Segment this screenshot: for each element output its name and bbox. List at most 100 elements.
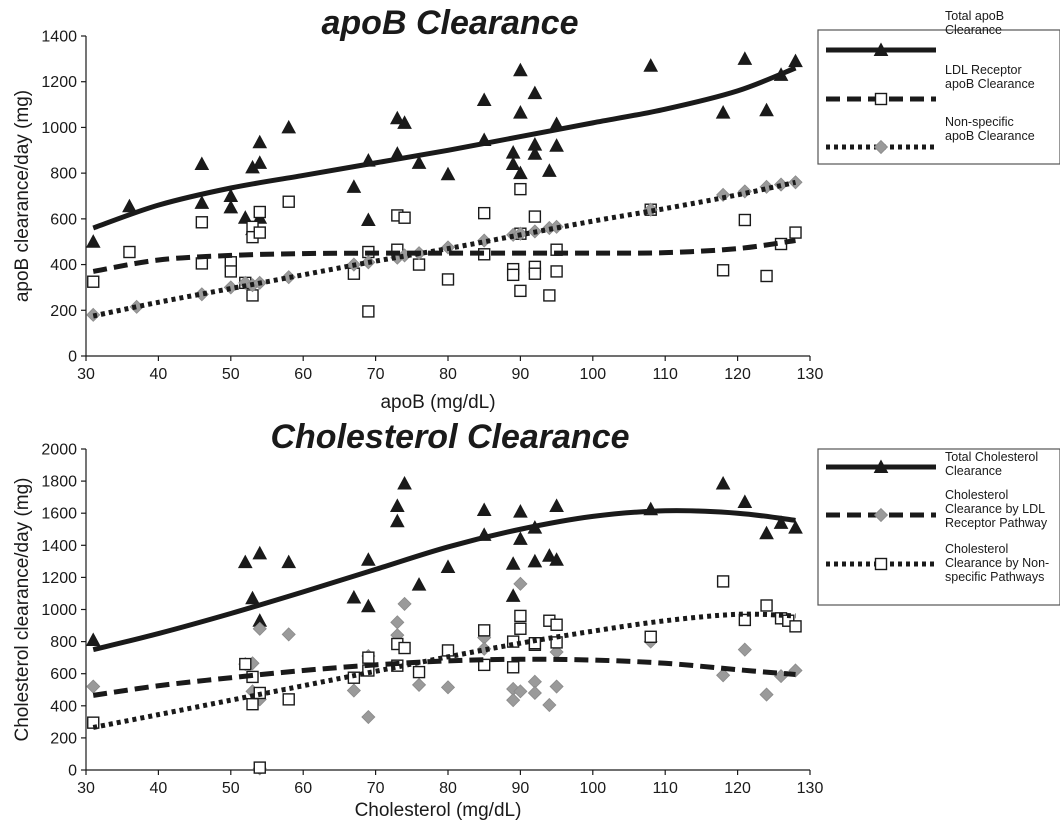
data-point xyxy=(237,210,253,224)
legend-marker-2 xyxy=(873,507,889,523)
data-point xyxy=(252,155,268,169)
legend-label-line: specific Pathways xyxy=(945,570,1044,584)
y-tick-label: 1200 xyxy=(41,74,77,91)
y-tick-label: 1200 xyxy=(41,570,77,587)
y-axis-label: Cholesterol clearance/day (mg) xyxy=(12,477,33,741)
chart-title: Cholesterol Clearance xyxy=(270,418,629,456)
legend-label-line: Clearance xyxy=(945,464,1002,478)
data-point xyxy=(549,679,564,694)
series-1 xyxy=(85,475,803,646)
y-tick-label: 0 xyxy=(68,349,77,366)
data-point xyxy=(398,641,411,655)
data-point xyxy=(87,716,100,729)
y-tick-label: 1800 xyxy=(41,474,77,491)
legend-label-1: Total apoB Clearance xyxy=(945,9,1004,37)
data-point xyxy=(441,273,455,286)
x-tick-label: 50 xyxy=(222,366,240,383)
x-tick-label: 120 xyxy=(724,780,751,797)
data-point xyxy=(85,234,101,248)
data-point xyxy=(362,651,375,664)
data-point xyxy=(759,525,774,540)
legend-label-3: Non-specific apoB Clearance xyxy=(945,115,1035,143)
series-2 xyxy=(87,182,802,318)
data-point xyxy=(281,554,297,569)
legend-marker-1 xyxy=(873,459,889,473)
legend-label-3: Cholesterol Clearance by Non-specific Pat… xyxy=(945,542,1049,584)
data-point xyxy=(282,195,295,208)
data-point xyxy=(253,226,266,239)
data-point xyxy=(514,609,527,623)
series-1-fit-line xyxy=(92,65,797,231)
data-point xyxy=(223,199,239,214)
series-2-fit-line xyxy=(92,238,796,274)
legend-label-line: apoB Clearance xyxy=(945,77,1035,91)
data-point xyxy=(195,216,209,229)
data-point xyxy=(760,599,773,612)
data-point xyxy=(513,576,528,591)
data-point xyxy=(253,205,266,219)
data-point xyxy=(361,598,376,613)
data-point xyxy=(122,198,137,213)
data-point xyxy=(737,642,752,657)
data-point xyxy=(513,62,528,77)
legend-marker-1 xyxy=(873,42,889,56)
data-point xyxy=(87,275,100,288)
data-point xyxy=(549,498,564,512)
data-point xyxy=(478,206,491,220)
data-point xyxy=(476,92,492,106)
data-point xyxy=(411,155,427,169)
data-point xyxy=(397,596,412,611)
data-point xyxy=(773,515,789,529)
data-point xyxy=(194,156,210,170)
data-point xyxy=(789,226,802,239)
x-tick-label: 100 xyxy=(579,366,606,383)
data-point xyxy=(738,613,752,627)
data-point xyxy=(513,105,528,119)
legend-label-line: Receptor Pathway xyxy=(945,516,1048,530)
legend-marker-3 xyxy=(874,557,888,571)
data-point xyxy=(440,166,456,181)
x-tick-label: 130 xyxy=(797,780,824,797)
x-axis-label: apoB (mg/dL) xyxy=(380,392,495,413)
data-point xyxy=(549,552,564,566)
data-point xyxy=(478,624,491,637)
data-point xyxy=(788,53,803,68)
x-tick-label: 90 xyxy=(512,366,530,383)
data-point xyxy=(506,693,521,708)
data-point xyxy=(549,138,564,152)
data-point xyxy=(282,693,295,706)
legend-marker-3 xyxy=(873,139,889,155)
data-point xyxy=(440,559,456,573)
data-point xyxy=(513,504,528,518)
data-point xyxy=(505,556,521,570)
data-point xyxy=(514,622,527,635)
data-point xyxy=(716,575,730,588)
data-point xyxy=(527,146,543,160)
data-point xyxy=(253,761,266,774)
data-point xyxy=(506,661,520,674)
series-3-fit-line xyxy=(92,179,797,319)
x-axis-label: Cholesterol (mg/dL) xyxy=(355,800,522,821)
data-point xyxy=(759,102,774,117)
chart-1: apoB Clearance 0 200 400 600 800 1000 1200 1400 3… xyxy=(12,4,1060,413)
data-point xyxy=(346,683,361,698)
data-point xyxy=(506,268,520,282)
data-point xyxy=(643,58,659,72)
data-point xyxy=(550,618,563,631)
legend-label-line: Clearance xyxy=(945,23,1002,37)
x-tick-label: 110 xyxy=(652,780,678,797)
data-point xyxy=(346,179,362,193)
legend-label-2: Cholesterol Clearance by LDL Receptor Path… xyxy=(945,488,1048,530)
data-point xyxy=(245,590,260,605)
chart-title: apoB Clearance xyxy=(322,4,579,42)
legend-label-line: Cholesterol xyxy=(945,488,1008,502)
x-tick-label: 80 xyxy=(439,780,457,797)
data-point xyxy=(644,630,657,643)
y-tick-label: 200 xyxy=(50,303,77,320)
data-point xyxy=(361,709,376,725)
data-point xyxy=(513,684,528,699)
data-point xyxy=(527,685,542,701)
data-point xyxy=(397,115,412,129)
data-point xyxy=(737,51,753,65)
